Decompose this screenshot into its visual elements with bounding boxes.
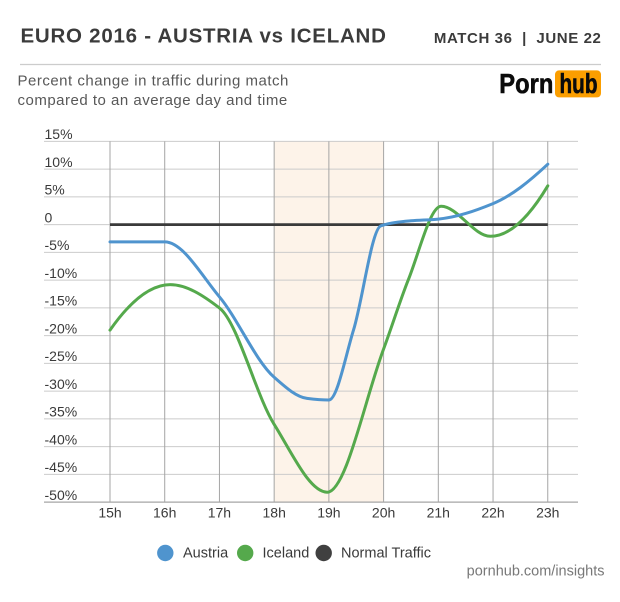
svg-text:pornhub.com/insights: pornhub.com/insights <box>467 563 605 579</box>
svg-text:-10%: -10% <box>45 265 78 281</box>
svg-text:15h: 15h <box>98 505 121 521</box>
svg-text:Iceland: Iceland <box>263 546 310 562</box>
svg-text:MATCH 36 | JUNE 22: MATCH 36 | JUNE 22 <box>434 30 602 47</box>
svg-text:17h: 17h <box>208 505 231 521</box>
svg-text:15%: 15% <box>45 126 73 142</box>
svg-text:hub: hub <box>560 68 598 99</box>
svg-text:16h: 16h <box>153 505 176 521</box>
svg-text:Normal Traffic: Normal Traffic <box>341 546 431 562</box>
svg-text:10%: 10% <box>45 154 73 170</box>
svg-text:EURO 2016 - AUSTRIA vs ICELAND: EURO 2016 - AUSTRIA vs ICELAND <box>21 25 387 48</box>
svg-text:Percent change in traffic duri: Percent change in traffic during match <box>18 73 289 90</box>
svg-text:5%: 5% <box>45 182 65 198</box>
svg-text:23h: 23h <box>536 505 559 521</box>
svg-text:22h: 22h <box>481 505 504 521</box>
svg-text:-25%: -25% <box>45 348 78 364</box>
svg-text:Austria: Austria <box>183 546 229 562</box>
svg-text:Porn: Porn <box>499 68 553 99</box>
svg-text:20h: 20h <box>372 505 395 521</box>
svg-text:-35%: -35% <box>45 404 78 420</box>
svg-text:18h: 18h <box>263 505 286 521</box>
svg-text:-50%: -50% <box>45 487 78 503</box>
svg-text:-15%: -15% <box>45 293 78 309</box>
svg-text:compared to an average day and: compared to an average day and time <box>18 92 288 109</box>
svg-text:19h: 19h <box>317 505 340 521</box>
svg-text:21h: 21h <box>427 505 450 521</box>
svg-text:0: 0 <box>45 209 53 225</box>
svg-text:-45%: -45% <box>45 459 78 475</box>
svg-text:-30%: -30% <box>45 376 78 392</box>
svg-text:-5%: -5% <box>45 237 70 253</box>
svg-text:-40%: -40% <box>45 431 78 447</box>
svg-text:-20%: -20% <box>45 320 78 336</box>
